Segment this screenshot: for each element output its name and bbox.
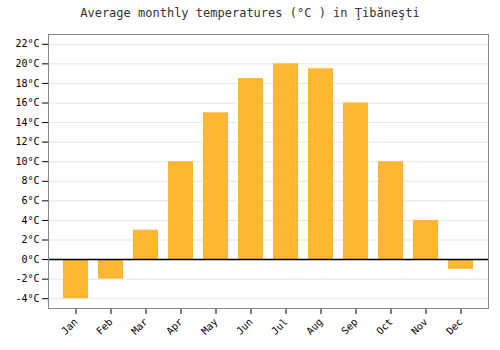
svg-text:2°C: 2°C (21, 234, 39, 245)
svg-text:18°C: 18°C (15, 78, 39, 89)
html-text:Average monthly temperatures (: Average monthly temperatures (°C ) in Ţi… (80, 6, 420, 20)
svg-text:4°C: 4°C (21, 215, 39, 226)
svg-text:Feb: Feb (94, 316, 115, 337)
svg-text:8°C: 8°C (21, 175, 39, 186)
svg-text:Apr: Apr (164, 316, 185, 337)
svg-text:22°C: 22°C (15, 38, 39, 49)
svg-text:0°C: 0°C (21, 254, 39, 265)
svg-text:Jan: Jan (59, 316, 80, 337)
svg-text:Oct: Oct (374, 316, 395, 337)
svg-text:Nov: Nov (409, 316, 430, 337)
svg-text:10°C: 10°C (15, 156, 39, 167)
svg-text:Sep: Sep (339, 316, 360, 337)
svg-text:May: May (199, 316, 220, 337)
svg-text:Jul: Jul (269, 316, 290, 337)
svg-text:Jun: Jun (234, 316, 255, 337)
svg-text:-2°C: -2°C (15, 273, 39, 284)
svg-text:20°C: 20°C (15, 58, 39, 69)
svg-text:16°C: 16°C (15, 97, 39, 108)
svg-text:Aug: Aug (304, 316, 325, 337)
svg-text:6°C: 6°C (21, 195, 39, 206)
svg-text:12°C: 12°C (15, 136, 39, 147)
svg-text:Dec: Dec (444, 316, 465, 337)
svg-text:Mar: Mar (129, 316, 150, 337)
svg-text:-4°C: -4°C (15, 293, 39, 304)
svg-text:14°C: 14°C (15, 117, 39, 128)
